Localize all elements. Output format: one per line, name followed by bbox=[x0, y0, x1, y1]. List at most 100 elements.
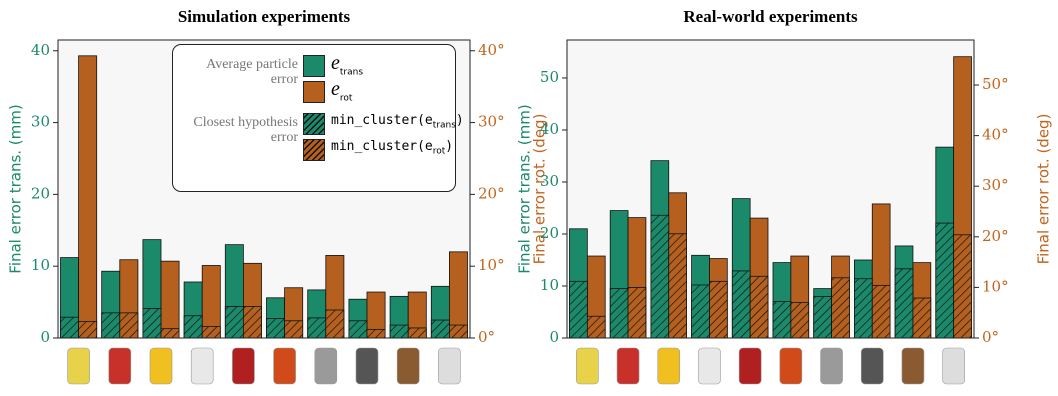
object-icon bbox=[315, 348, 337, 384]
object-icon bbox=[780, 348, 802, 384]
object-icon bbox=[617, 348, 639, 384]
hatched-bar bbox=[120, 313, 138, 338]
legend-label: etrans bbox=[331, 49, 363, 77]
object-icon bbox=[698, 348, 720, 384]
legend-name: e bbox=[331, 78, 340, 100]
hatched-bar bbox=[895, 269, 913, 338]
hatched-bar bbox=[854, 279, 872, 338]
object-icon bbox=[576, 348, 598, 384]
hatched-bar bbox=[390, 325, 408, 338]
legend-swatch bbox=[303, 81, 325, 103]
object-icon bbox=[861, 348, 883, 384]
hatched-bar bbox=[692, 285, 710, 338]
y-axis-label: Final error trans. (mm) bbox=[7, 104, 25, 273]
y-tick-label: 20 bbox=[31, 184, 50, 202]
legend: Average particle error Closest hypothesis… bbox=[172, 44, 456, 192]
y-tick-label: 10 bbox=[31, 256, 50, 274]
hatched-bar bbox=[161, 329, 179, 338]
hatched-bar bbox=[872, 285, 890, 338]
legend-name: e bbox=[331, 52, 340, 74]
y2-tick-label: 10° bbox=[982, 277, 1009, 295]
legend-name: min_cluster(e bbox=[331, 113, 433, 128]
object-icon bbox=[438, 348, 460, 384]
hatched-bar bbox=[143, 309, 161, 338]
legend-swatch bbox=[303, 55, 325, 77]
bar bbox=[79, 56, 97, 338]
y2-tick-label: 10° bbox=[478, 256, 505, 274]
y-tick-label: 50 bbox=[540, 68, 559, 86]
object-icon bbox=[274, 348, 296, 384]
object-icon bbox=[943, 348, 965, 384]
legend-group-title: Average particle error bbox=[178, 57, 298, 87]
legend-label: min_cluster(erot) bbox=[331, 139, 453, 157]
hatched-bar bbox=[225, 306, 243, 338]
hatched-bar bbox=[308, 318, 326, 338]
hatched-bar bbox=[814, 296, 832, 338]
hatched-bar bbox=[408, 328, 426, 338]
legend-swatch bbox=[303, 113, 325, 135]
y2-tick-label: 50° bbox=[982, 75, 1009, 93]
hatched-bar bbox=[936, 223, 954, 338]
y2-tick-label: 20° bbox=[982, 227, 1009, 245]
legend-swatch bbox=[303, 139, 325, 161]
object-icon bbox=[821, 348, 843, 384]
hatched-bar bbox=[610, 289, 628, 338]
hatched-bar bbox=[570, 281, 588, 338]
hatched-bar bbox=[367, 329, 385, 338]
y2-tick-label: 0° bbox=[982, 328, 999, 346]
hatched-bar bbox=[773, 302, 791, 338]
hatched-bar bbox=[750, 276, 768, 338]
y2-tick-label: 20° bbox=[478, 184, 505, 202]
hatched-bar bbox=[102, 313, 120, 338]
hatched-bar bbox=[913, 298, 931, 338]
hatched-bar bbox=[669, 234, 687, 338]
object-icon bbox=[68, 348, 90, 384]
y2-axis-label: Final error rot. (deg) bbox=[1035, 114, 1053, 265]
hatched-bar bbox=[326, 310, 344, 338]
y2-tick-label: 0° bbox=[478, 328, 495, 346]
legend-label: min_cluster(etrans) bbox=[331, 113, 464, 131]
y2-tick-label: 30° bbox=[982, 176, 1009, 194]
legend-name-end: ) bbox=[456, 113, 464, 128]
legend-label: erot bbox=[331, 75, 352, 103]
hatched-bar bbox=[954, 235, 972, 338]
hatched-bar bbox=[709, 281, 727, 338]
hatched-bar bbox=[267, 319, 285, 338]
legend-subscript: rot bbox=[340, 93, 353, 103]
chart: Simulation experiments Final error trans.… bbox=[0, 0, 1058, 396]
hatched-bar bbox=[832, 278, 850, 338]
object-icon bbox=[150, 348, 172, 384]
legend-group-title: Closest hypothesis error bbox=[178, 115, 298, 145]
legend-subscript: rot bbox=[433, 147, 446, 157]
hatched-bar bbox=[61, 317, 79, 338]
chart-title: Simulation experiments bbox=[178, 7, 351, 26]
y-tick-label: 10 bbox=[540, 276, 559, 294]
object-icon bbox=[902, 348, 924, 384]
y2-tick-label: 40° bbox=[982, 126, 1009, 144]
hatched-bar bbox=[431, 320, 449, 338]
hatched-bar bbox=[184, 316, 202, 338]
y-tick-label: 0 bbox=[549, 328, 559, 346]
y-tick-label: 40 bbox=[31, 41, 50, 59]
hatched-bar bbox=[587, 316, 605, 338]
object-icon bbox=[232, 348, 254, 384]
object-icon bbox=[109, 348, 131, 384]
hatched-bar bbox=[791, 303, 809, 338]
hatched-bar bbox=[243, 306, 261, 338]
y-tick-label: 0 bbox=[40, 328, 50, 346]
y2-tick-label: 40° bbox=[478, 41, 505, 59]
y-tick-label: 20 bbox=[540, 224, 559, 242]
y-tick-label: 40 bbox=[540, 120, 559, 138]
y-axis-label: Final error trans. (mm) bbox=[516, 104, 534, 273]
bar bbox=[161, 261, 179, 338]
y2-tick-label: 30° bbox=[478, 113, 505, 131]
object-icon bbox=[191, 348, 213, 384]
object-icon bbox=[397, 348, 419, 384]
hatched-bar bbox=[449, 325, 467, 338]
hatched-bar bbox=[349, 321, 367, 338]
y-tick-label: 30 bbox=[540, 172, 559, 190]
hatched-bar bbox=[732, 271, 750, 338]
hatched-bar bbox=[79, 321, 97, 338]
object-icon bbox=[356, 348, 378, 384]
legend-subscript: trans bbox=[433, 121, 456, 131]
